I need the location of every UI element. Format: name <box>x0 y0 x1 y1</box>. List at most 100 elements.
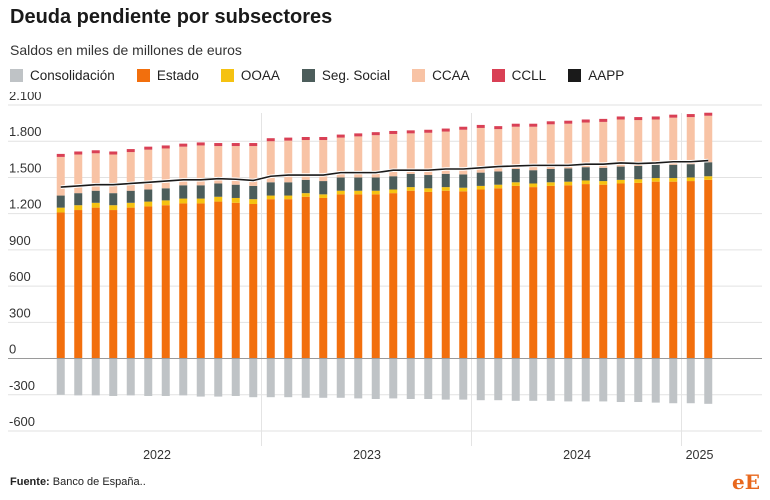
bar-segment-ccll <box>704 112 713 116</box>
bar-segment-ccaa <box>389 133 398 177</box>
bar-segment-estado <box>529 187 538 359</box>
bar-segment-ccll <box>651 116 660 120</box>
aapp-line-halo <box>60 158 709 189</box>
bar-segment-ccll <box>284 137 293 141</box>
bar-segment-ccaa <box>494 129 503 172</box>
bar-segment-consolidaci-n <box>91 358 100 396</box>
y-tick-label: 300 <box>9 305 31 320</box>
bar-segment-consolidaci-n <box>161 358 170 396</box>
legend-item-ooaa: OOAA <box>220 67 280 83</box>
chart-subtitle: Saldos en miles de millones de euros <box>10 42 242 58</box>
bar-segment-seg-social <box>371 177 380 191</box>
bar-segment-ooaa <box>126 202 135 208</box>
bar-segment-ccll <box>319 136 328 141</box>
bar-segment-ccll <box>459 126 468 130</box>
bar-segment-seg-social <box>161 188 170 201</box>
bar-segment-ooaa <box>704 176 713 180</box>
brand-logo-e: e <box>732 470 745 494</box>
bar-segment-consolidaci-n <box>196 358 205 397</box>
y-tick-label: 2.100 <box>9 92 42 103</box>
bar-segment-estado <box>319 197 328 359</box>
bar-segment-consolidaci-n <box>529 358 538 401</box>
bar-segment-estado <box>651 181 660 359</box>
bar-segment-ccaa <box>406 133 415 174</box>
bar-segment-seg-social <box>564 168 573 182</box>
bar-segment-ccaa <box>319 140 328 182</box>
bar-segment-seg-social <box>459 174 468 188</box>
bar-segment-seg-social <box>196 185 205 199</box>
bar-segment-ooaa <box>546 182 555 186</box>
bar-segment-ccaa <box>91 153 100 191</box>
bar-segment-estado <box>371 194 380 359</box>
bar-segment-ccaa <box>284 140 293 183</box>
bar-segment-ccaa <box>371 135 380 178</box>
bar-segment-estado <box>511 185 520 359</box>
source-note: Fuente: Banco de España.. <box>10 476 146 488</box>
bar-segment-seg-social <box>336 177 345 191</box>
y-tick-label: 600 <box>9 269 31 284</box>
bar-segment-ccaa <box>74 154 83 194</box>
bar-segment-ccll <box>581 119 590 123</box>
legend-swatch-seg-social <box>301 68 315 82</box>
bar-segment-ooaa <box>424 188 433 192</box>
bar-segment-ccaa <box>669 117 678 165</box>
bar-segment-ooaa <box>354 190 363 195</box>
bar-segment-seg-social <box>91 190 100 203</box>
bar-segment-estado <box>74 210 83 359</box>
legend-swatch-ooaa <box>220 68 234 82</box>
bar-segment-ooaa <box>616 179 625 184</box>
bar-segment-estado <box>56 212 65 359</box>
bar-segment-ooaa <box>179 198 188 204</box>
aapp-line <box>60 158 709 189</box>
legend-label-ooaa: OOAA <box>240 67 280 83</box>
bar-segment-ccll <box>336 134 345 138</box>
bar-segment-estado <box>126 207 135 359</box>
y-axis-labels: -600 -300 0 300 600 900 1.200 1.500 1.800 2.100 <box>9 92 42 429</box>
bar-segment-consolidaci-n <box>459 358 468 400</box>
bar-segment-ccll <box>231 143 240 147</box>
bar-segment-ccll <box>599 118 608 122</box>
bar-segment-ooaa <box>319 194 328 198</box>
bar-segment-seg-social <box>56 195 65 208</box>
gridlines <box>8 104 762 432</box>
y-tick-label: 1.800 <box>9 124 42 139</box>
legend-swatch-ccaa <box>412 68 426 82</box>
bar-segment-ccll <box>74 151 83 155</box>
stacked-bar-chart: -600 -300 0 300 600 900 1.200 1.500 1.800 2.100 2… <box>8 92 762 462</box>
bar-segment-ccaa <box>336 137 345 178</box>
bar-segment-seg-social <box>214 183 223 197</box>
bar-segment-consolidaci-n <box>546 358 555 401</box>
bar-segment-seg-social <box>669 164 678 179</box>
bar-segment-ccll <box>669 114 678 118</box>
bar-segment-seg-social <box>319 181 328 195</box>
legend-label-consolidacion: Consolidación <box>30 67 115 83</box>
bar-segment-ccll <box>406 130 415 134</box>
bar-segment-consolidaci-n <box>214 358 223 397</box>
bar-segment-ccll <box>634 117 643 121</box>
legend-label-seg-social: Seg. Social <box>321 67 391 83</box>
bar-segment-estado <box>424 191 433 359</box>
bar-segment-seg-social <box>651 164 660 179</box>
bar-segment-consolidaci-n <box>494 358 503 401</box>
bar-segment-consolidaci-n <box>634 358 643 403</box>
bar-segment-ccll <box>109 151 118 155</box>
legend-item-ccll: CCLL <box>491 68 546 83</box>
bar-segment-estado <box>546 185 555 359</box>
bar-segment-consolidaci-n <box>389 358 398 399</box>
x-year-label: 2023 <box>353 448 381 462</box>
bar-segment-estado <box>144 206 153 359</box>
bar-segment-consolidaci-n <box>651 358 660 403</box>
bar-segment-ccaa <box>354 136 363 178</box>
bar-segment-consolidaci-n <box>371 358 380 400</box>
bar-segment-ooaa <box>686 177 695 182</box>
bar-segment-ccll <box>266 138 275 142</box>
brand-logo-E: E <box>744 470 760 494</box>
bar-segment-consolidaci-n <box>704 358 713 404</box>
bar-segment-estado <box>284 199 293 359</box>
bar-segment-ooaa <box>109 205 118 211</box>
bar-segment-seg-social <box>616 166 625 180</box>
bar-segment-ccll <box>494 126 503 130</box>
bar-segment-ccaa <box>301 140 310 180</box>
bar-segment-ccaa <box>161 148 170 189</box>
aapp-series-line <box>60 159 709 188</box>
